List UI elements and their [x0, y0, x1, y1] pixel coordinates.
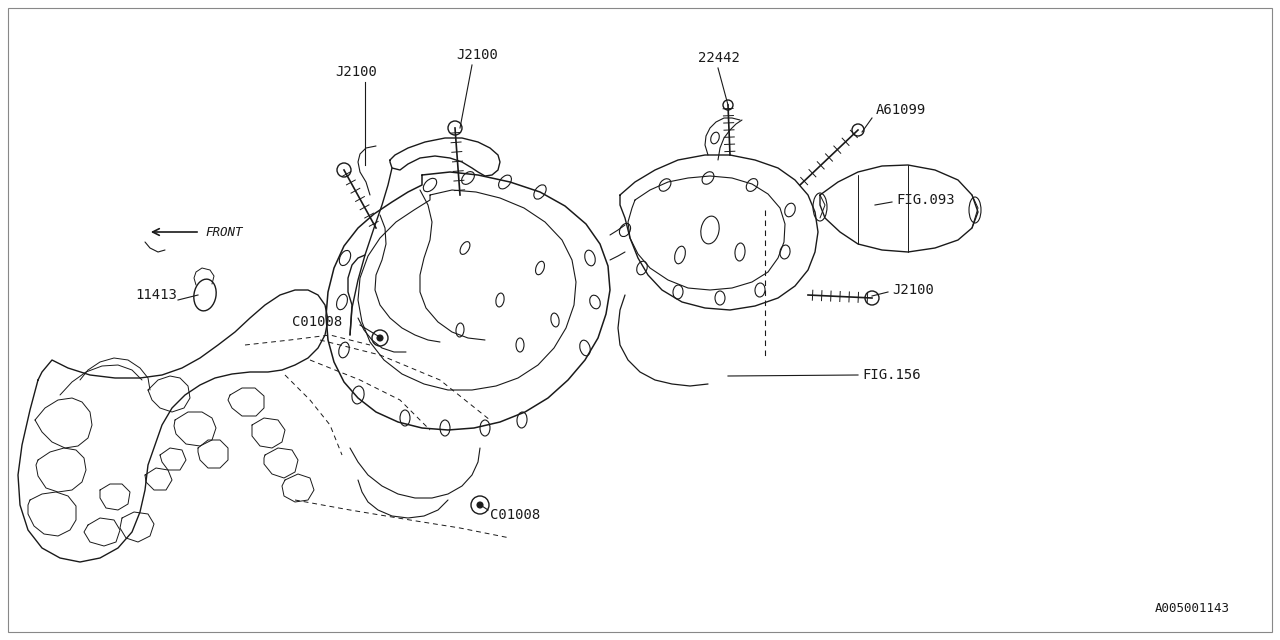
Circle shape — [448, 121, 462, 135]
Circle shape — [852, 124, 864, 136]
Text: FIG.156: FIG.156 — [861, 368, 920, 382]
Circle shape — [865, 291, 879, 305]
Circle shape — [477, 502, 483, 508]
Circle shape — [337, 163, 351, 177]
Text: J2100: J2100 — [335, 65, 376, 79]
Text: J2100: J2100 — [892, 283, 934, 297]
Text: 11413: 11413 — [134, 288, 177, 302]
Text: J2100: J2100 — [456, 48, 498, 62]
Text: A61099: A61099 — [876, 103, 927, 117]
Text: FIG.093: FIG.093 — [896, 193, 955, 207]
Circle shape — [378, 335, 383, 341]
Text: A005001143: A005001143 — [1155, 602, 1230, 615]
Text: 22442: 22442 — [698, 51, 740, 65]
Text: FRONT: FRONT — [205, 225, 242, 239]
Text: C01008: C01008 — [292, 315, 342, 329]
Text: C01008: C01008 — [490, 508, 540, 522]
Circle shape — [723, 100, 733, 110]
